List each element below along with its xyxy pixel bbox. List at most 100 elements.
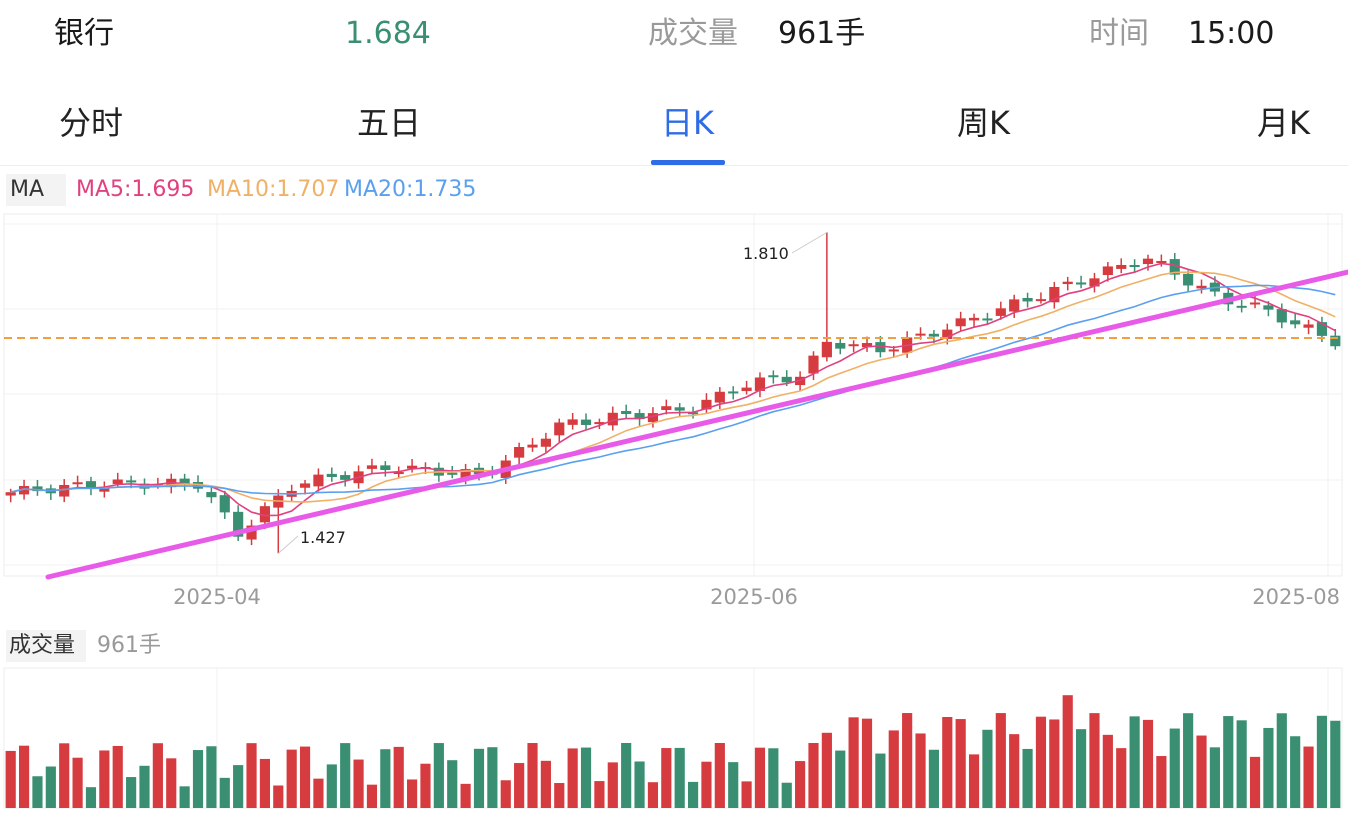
volume-bar bbox=[875, 753, 886, 808]
candle-body bbox=[580, 419, 592, 425]
candle-body bbox=[687, 412, 699, 415]
tab-intraday[interactable]: 分时 bbox=[59, 104, 124, 142]
candle-body bbox=[126, 480, 137, 483]
volume-bar bbox=[179, 786, 190, 808]
volume-legend-tag[interactable]: 成交量 bbox=[6, 630, 86, 662]
candle-body bbox=[554, 422, 565, 436]
volume-bar bbox=[326, 764, 337, 808]
candle-body bbox=[246, 525, 257, 540]
volume-bar bbox=[1209, 747, 1220, 808]
active-tab-indicator bbox=[651, 160, 725, 165]
tab-five-day[interactable]: 五日 bbox=[357, 104, 422, 142]
ma-legend-tag[interactable]: MA bbox=[6, 174, 66, 206]
candle-body bbox=[460, 469, 471, 478]
candle-body bbox=[968, 317, 980, 321]
ma5-value: MA5:1.695 bbox=[76, 177, 195, 202]
candle-body bbox=[647, 413, 659, 423]
volume-bar bbox=[554, 783, 565, 808]
candle-body bbox=[393, 472, 404, 475]
volume-bar bbox=[942, 716, 953, 808]
volume-bar bbox=[741, 781, 752, 808]
volume-bar bbox=[45, 766, 56, 808]
volume-bar bbox=[299, 746, 311, 808]
candle-body bbox=[674, 407, 685, 411]
volume-bar bbox=[99, 750, 110, 808]
volume-bar bbox=[514, 763, 525, 808]
ma20-line bbox=[10, 284, 1336, 495]
candle-body bbox=[1089, 278, 1100, 287]
candle-body bbox=[821, 341, 832, 358]
tab-daily-k[interactable]: 日K bbox=[661, 104, 714, 142]
volume-bar bbox=[861, 718, 873, 808]
tab-weekly-k[interactable]: 周K bbox=[957, 104, 1010, 142]
candle-body bbox=[407, 465, 418, 469]
time-value: 15:00 bbox=[1188, 16, 1275, 51]
candle-body bbox=[808, 355, 819, 374]
candle-body bbox=[888, 349, 899, 352]
candle-body bbox=[848, 344, 859, 347]
volume-bar bbox=[139, 765, 150, 808]
volume-bar bbox=[527, 743, 538, 808]
candle-body bbox=[1062, 281, 1073, 285]
annotation-high: 1.810 bbox=[743, 244, 789, 263]
volume-bar bbox=[286, 749, 297, 808]
volume-bar bbox=[647, 782, 659, 808]
volume-bar bbox=[795, 761, 806, 808]
volume-bar bbox=[580, 747, 592, 808]
volume-bar bbox=[1076, 729, 1087, 808]
candle-body bbox=[942, 329, 953, 339]
volume-bar bbox=[152, 743, 163, 808]
candle-body bbox=[540, 438, 551, 447]
candle-body bbox=[1183, 273, 1194, 286]
tab-monthly-k[interactable]: 月K bbox=[1257, 104, 1310, 142]
candle-body bbox=[1049, 286, 1060, 303]
candle-body bbox=[728, 391, 739, 394]
candle-body bbox=[741, 387, 752, 392]
volume-bar bbox=[1303, 746, 1314, 808]
candle-body bbox=[299, 483, 311, 488]
volume-bar bbox=[1276, 713, 1287, 808]
candle-body bbox=[1022, 297, 1033, 302]
volume-bar bbox=[5, 750, 16, 808]
volume-bar bbox=[1116, 748, 1127, 808]
annotation-leader bbox=[791, 231, 828, 254]
candle-body bbox=[313, 474, 324, 487]
candle-body bbox=[112, 479, 123, 484]
price-annotations: 1.810 1.427 bbox=[277, 231, 828, 554]
volume-bar bbox=[754, 747, 766, 808]
candle-body bbox=[995, 308, 1006, 316]
volume-bar bbox=[955, 719, 966, 808]
candle-body bbox=[1263, 305, 1274, 310]
volume-bar bbox=[1142, 719, 1154, 808]
candle-body bbox=[340, 475, 351, 480]
stock-name: 银行 bbox=[54, 16, 114, 51]
candle-body bbox=[701, 399, 712, 410]
volume-bar bbox=[112, 745, 123, 808]
candle-body bbox=[1249, 302, 1261, 305]
candle-body bbox=[179, 478, 190, 485]
candle-body bbox=[18, 486, 30, 495]
candle-body bbox=[1316, 322, 1328, 336]
candle-body bbox=[72, 482, 83, 485]
volume-bar bbox=[781, 782, 792, 808]
candle-body bbox=[1129, 265, 1140, 268]
volume-bar bbox=[500, 780, 511, 808]
chart-grid bbox=[3, 213, 1343, 809]
candle-body bbox=[1102, 266, 1113, 276]
candle-body bbox=[1156, 260, 1167, 263]
quote-header: 银行 1.684 成交量 961手 时间 15:00 bbox=[0, 0, 1348, 72]
volume-bar bbox=[85, 787, 97, 808]
x-axis-labels: 2025-04 2025-06 2025-08 bbox=[173, 585, 1340, 609]
candle-body bbox=[1290, 320, 1301, 325]
volume-bar bbox=[447, 760, 458, 808]
volume-legend-value: 961手 bbox=[97, 633, 161, 658]
candle-body bbox=[634, 413, 645, 420]
volume-bar bbox=[393, 746, 404, 808]
candle-body bbox=[326, 473, 337, 478]
time-label: 时间 bbox=[1089, 16, 1149, 51]
volume-bar bbox=[473, 748, 485, 808]
volume-bar bbox=[540, 760, 551, 808]
volume-value: 961手 bbox=[778, 16, 866, 51]
candle-body bbox=[219, 495, 230, 513]
